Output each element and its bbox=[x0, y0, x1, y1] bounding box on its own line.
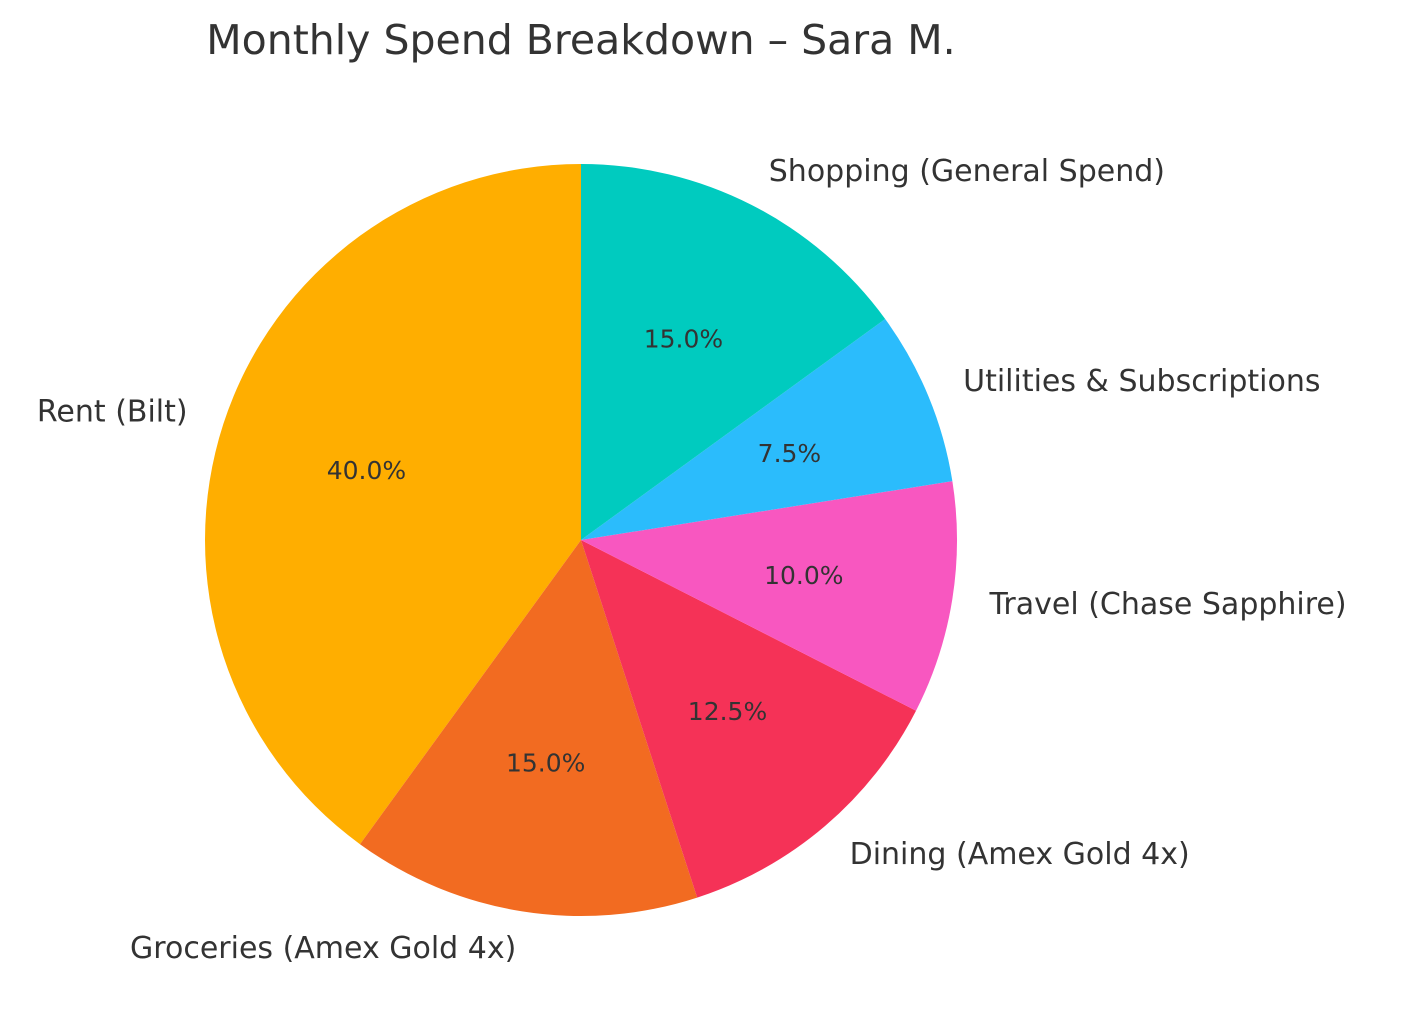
pie-slices bbox=[204, 164, 957, 917]
category-label-groceries-amex-gold-4x: Groceries (Amex Gold 4x) bbox=[130, 931, 516, 966]
pie-category-labels: Rent (Bilt) Groceries (Amex Gold 4x) Dinin… bbox=[37, 154, 1347, 966]
category-label-utilities-subscriptions: Utilities & Subscriptions bbox=[963, 364, 1320, 399]
chart-title: Monthly Spend Breakdown – Sara M. bbox=[206, 16, 955, 64]
pie-percent-labels: 40.0% 15.0% 12.5% 10.0% 7.5% 15.0% bbox=[327, 324, 844, 777]
pie-slice-groceries-amex-gold-4x bbox=[359, 540, 698, 917]
pct-label-dining-amex-gold-4x: 12.5% bbox=[688, 697, 767, 726]
category-label-rent-bilt: Rent (Bilt) bbox=[37, 395, 188, 430]
pie-slice-rent-bilt bbox=[204, 164, 581, 845]
category-label-travel-chase-sapphire: Travel (Chase Sapphire) bbox=[989, 587, 1347, 622]
category-label-dining-amex-gold-4x: Dining (Amex Gold 4x) bbox=[850, 837, 1190, 872]
pct-label-groceries-amex-gold-4x: 15.0% bbox=[506, 748, 585, 777]
pct-label-shopping-general-spend: 15.0% bbox=[644, 324, 723, 353]
pct-label-travel-chase-sapphire: 10.0% bbox=[764, 561, 843, 590]
pie-slice-dining-amex-gold-4x bbox=[581, 540, 917, 898]
pie-slice-travel-chase-sapphire bbox=[581, 481, 957, 711]
category-label-shopping-general-spend: Shopping (General Spend) bbox=[769, 154, 1165, 189]
pct-label-rent-bilt: 40.0% bbox=[327, 456, 406, 485]
pie-slice-utilities-subscriptions bbox=[581, 318, 953, 540]
pct-label-utilities-subscriptions: 7.5% bbox=[758, 439, 822, 468]
pie-slice-shopping-general-spend bbox=[581, 164, 886, 540]
